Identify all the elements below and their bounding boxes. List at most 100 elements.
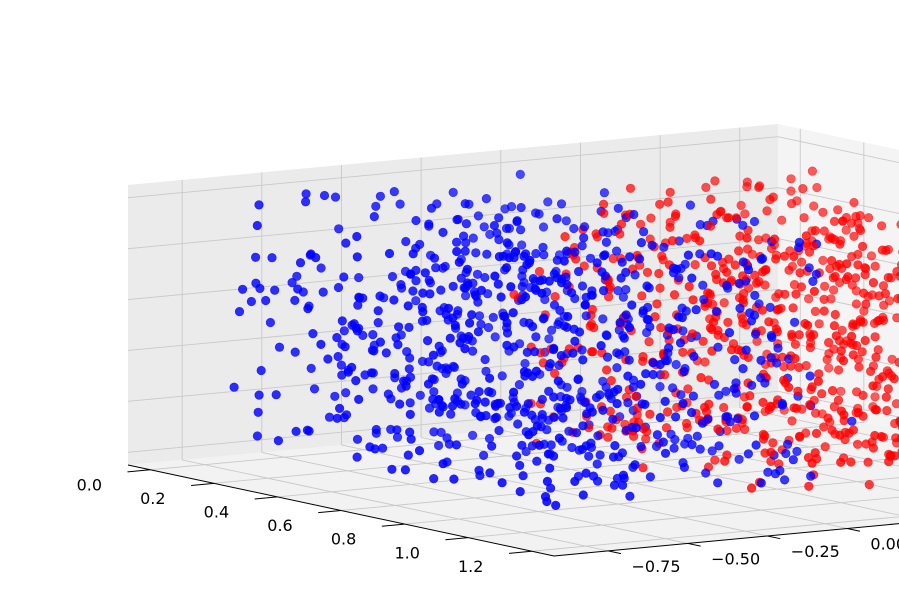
red-data-point — [765, 194, 775, 205]
blue-data-point — [675, 338, 686, 348]
blue-data-point — [522, 347, 532, 357]
blue-data-point — [308, 329, 318, 339]
red-data-point — [805, 329, 815, 339]
blue-data-point — [724, 328, 735, 338]
blue-data-point — [341, 388, 351, 398]
blue-data-point — [578, 421, 588, 431]
blue-data-point — [679, 462, 690, 473]
blue-data-point — [756, 478, 766, 488]
blue-data-point — [658, 437, 668, 447]
blue-data-point — [558, 413, 568, 423]
blue-data-point — [352, 434, 363, 444]
blue-data-point — [504, 411, 514, 421]
blue-data-point — [695, 444, 705, 454]
blue-data-point — [537, 394, 547, 405]
red-data-point — [881, 392, 891, 402]
blue-data-point — [252, 220, 262, 231]
red-data-point — [819, 226, 829, 236]
blue-data-point — [574, 327, 585, 337]
blue-data-point — [465, 318, 475, 328]
blue-data-point — [448, 187, 458, 197]
blue-data-point — [429, 387, 439, 397]
x-tick-mark — [445, 537, 469, 541]
blue-data-point — [612, 348, 622, 358]
red-data-point — [835, 430, 845, 440]
blue-data-point — [431, 263, 441, 273]
blue-data-point — [423, 336, 433, 346]
blue-data-point — [474, 465, 484, 475]
red-data-point — [819, 422, 829, 432]
blue-data-point — [660, 448, 671, 458]
blue-data-point — [304, 426, 314, 436]
red-data-point — [586, 347, 597, 357]
blue-data-point — [601, 237, 612, 247]
red-data-point — [879, 300, 889, 310]
red-data-point — [868, 381, 878, 391]
x-tick-label: 1.0 — [394, 543, 419, 562]
red-data-point — [849, 197, 859, 208]
blue-data-point — [638, 306, 648, 316]
y-grid-floor — [580, 422, 899, 492]
red-data-point — [827, 386, 838, 396]
y-tick-label: −0.25 — [791, 542, 840, 561]
blue-data-point — [456, 273, 466, 283]
blue-data-point — [473, 327, 484, 337]
red-data-point — [646, 213, 656, 223]
blue-data-point — [545, 359, 555, 369]
x-grid-floor — [531, 516, 899, 552]
blue-data-point — [332, 413, 342, 423]
blue-data-point — [721, 386, 731, 396]
blue-data-point — [290, 295, 300, 306]
blue-data-point — [554, 360, 564, 371]
y-tick-label: −0.50 — [711, 550, 760, 569]
blue-data-point — [420, 268, 430, 278]
red-data-point — [895, 271, 899, 281]
red-data-point — [864, 480, 874, 490]
red-data-point — [758, 267, 768, 277]
red-data-point — [817, 389, 827, 399]
blue-data-point — [333, 282, 344, 293]
blue-data-point — [577, 241, 587, 251]
red-data-point — [878, 281, 889, 291]
red-data-point — [794, 330, 804, 340]
blue-data-point — [375, 291, 385, 301]
blue-data-point — [371, 201, 381, 211]
red-data-point — [587, 304, 598, 315]
y-tick-mark — [687, 542, 701, 547]
red-data-point — [818, 207, 828, 217]
red-data-point — [758, 397, 768, 408]
blue-data-point — [403, 450, 413, 460]
blue-data-point — [551, 500, 561, 511]
blue-data-point — [404, 322, 414, 333]
blue-data-point — [395, 199, 405, 209]
blue-data-point — [354, 273, 364, 283]
blue-data-point — [502, 238, 512, 248]
blue-data-point — [561, 216, 571, 226]
blue-data-point — [517, 295, 527, 305]
blue-data-point — [319, 190, 330, 201]
blue-data-point — [562, 246, 572, 256]
red-data-point — [848, 350, 858, 360]
red-data-point — [670, 211, 681, 221]
blue-data-point — [587, 407, 597, 417]
red-data-point — [857, 241, 868, 251]
blue-data-point — [578, 490, 588, 500]
red-data-point — [870, 430, 880, 441]
blue-data-point — [267, 253, 277, 263]
red-data-point — [851, 211, 861, 222]
blue-data-point — [617, 257, 627, 267]
red-data-point — [819, 306, 829, 316]
red-data-point — [659, 370, 670, 380]
blue-data-point — [770, 469, 781, 479]
blue-data-point — [518, 471, 528, 481]
blue-data-point — [450, 320, 460, 331]
blue-data-point — [601, 382, 611, 392]
blue-data-point — [291, 426, 301, 437]
blue-data-point — [434, 341, 444, 351]
blue-data-point — [406, 434, 416, 444]
red-data-point — [509, 289, 519, 300]
red-data-point — [828, 285, 839, 295]
blue-data-point — [411, 276, 421, 286]
blue-data-point — [706, 249, 716, 259]
red-data-point — [851, 273, 861, 283]
